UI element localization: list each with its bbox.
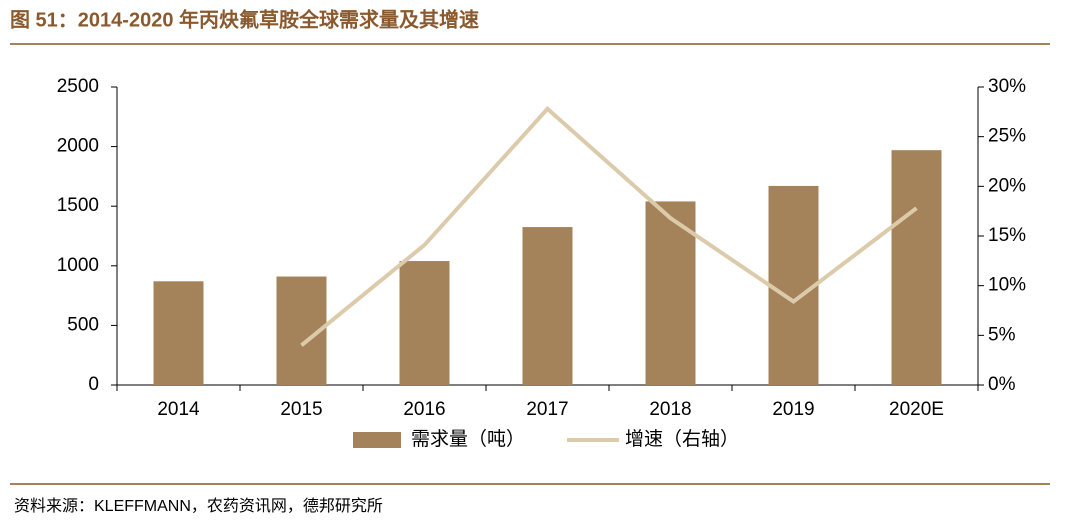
x-tick-label: 2017 (526, 399, 568, 420)
y2-tick-label: 15% (988, 225, 1026, 246)
y-tick-label: 1000 (57, 255, 99, 276)
line (300, 106, 918, 347)
y2-tick-label: 10% (988, 275, 1026, 296)
y-tick-label: 2000 (57, 136, 99, 157)
y2-tick-label: 0% (988, 374, 1016, 395)
y2-tick-label: 20% (988, 175, 1026, 196)
bar (399, 261, 450, 385)
y2-tick-label: 25% (988, 126, 1026, 147)
bar (645, 201, 696, 385)
source-note: 资料来源：KLEFFMANN，农药资讯网，德邦研究所 (14, 497, 383, 515)
bar (891, 150, 942, 385)
x-tick-label: 2019 (772, 399, 814, 420)
y2-tick-label: 30% (988, 76, 1026, 97)
bar (522, 227, 573, 385)
y-tick-label: 2500 (57, 76, 99, 97)
legend-swatch (353, 432, 401, 448)
legend-label: 需求量（吨） (411, 428, 525, 450)
legend-label: 增速（右轴） (625, 428, 739, 450)
y2-tick-label: 5% (988, 324, 1016, 345)
x-tick-label: 2015 (280, 399, 322, 420)
bar (153, 281, 204, 385)
x-tick-label: 2018 (649, 399, 691, 420)
y-tick-label: 1500 (57, 195, 99, 216)
chart-title: 图 51：2014-2020 年丙炔氟草胺全球需求量及其增速 (10, 7, 479, 31)
x-tick-label: 2014 (157, 399, 200, 420)
bar (768, 185, 819, 385)
x-tick-label: 2016 (403, 399, 445, 420)
x-tick-label: 2020E (889, 399, 944, 420)
y-tick-label: 0 (88, 374, 99, 395)
y-tick-label: 500 (67, 314, 99, 335)
